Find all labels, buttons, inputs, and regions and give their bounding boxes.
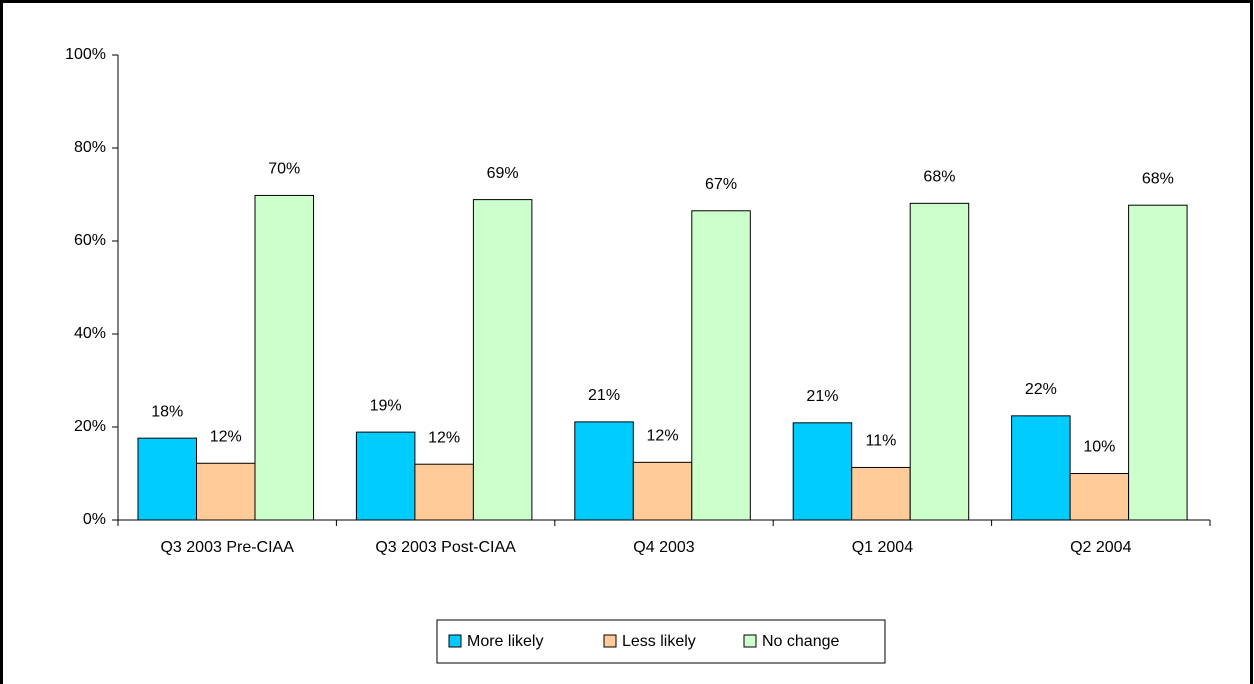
x-tick-label: Q4 2003 (633, 539, 694, 556)
y-tick-label: 40% (74, 325, 106, 342)
bar (1128, 204, 1188, 521)
value-label: 67% (705, 176, 737, 193)
bar (414, 463, 474, 521)
x-tick-label: Q1 2004 (852, 539, 913, 556)
bar (909, 202, 970, 521)
value-label: 18% (151, 403, 183, 420)
legend-label: No change (762, 633, 839, 650)
bar (632, 461, 693, 521)
bar (137, 437, 197, 521)
x-tick-label: Q3 2003 Post-CIAA (375, 539, 516, 556)
value-label: 12% (647, 428, 679, 445)
legend-swatch (743, 634, 757, 648)
value-label: 68% (1142, 170, 1174, 187)
value-label: 11% (866, 433, 897, 450)
bar (196, 462, 256, 521)
y-tick-label: 20% (74, 418, 106, 435)
x-tick-label: Q3 2003 Pre-CIAA (160, 539, 294, 556)
bar (1069, 473, 1130, 521)
value-label: 70% (268, 161, 300, 178)
bar (792, 422, 853, 521)
legend-box (436, 619, 886, 664)
y-tick-label: 80% (74, 139, 106, 156)
value-label: 21% (588, 387, 620, 404)
value-label: 10% (1083, 439, 1115, 456)
bar (472, 199, 533, 521)
y-tick-label: 60% (74, 232, 106, 249)
value-label: 69% (487, 165, 519, 182)
legend-label: Less likely (622, 633, 696, 650)
y-tick-label: 0% (83, 511, 106, 528)
value-label: 12% (428, 429, 460, 446)
legend-label: More likely (467, 633, 543, 650)
bar (1011, 415, 1071, 521)
bar (355, 431, 416, 521)
value-label: 12% (210, 428, 242, 445)
legend-swatch (448, 634, 462, 648)
legend-swatch (603, 634, 617, 648)
bar (851, 466, 911, 521)
y-tick-label: 100% (65, 46, 106, 63)
bar (691, 210, 751, 521)
x-tick-label: Q2 2004 (1070, 539, 1131, 556)
value-label: 22% (1025, 381, 1057, 398)
value-label: 21% (806, 388, 838, 405)
bar (254, 194, 314, 521)
bar (574, 421, 634, 521)
value-label: 68% (923, 169, 955, 186)
value-label: 19% (370, 397, 402, 414)
